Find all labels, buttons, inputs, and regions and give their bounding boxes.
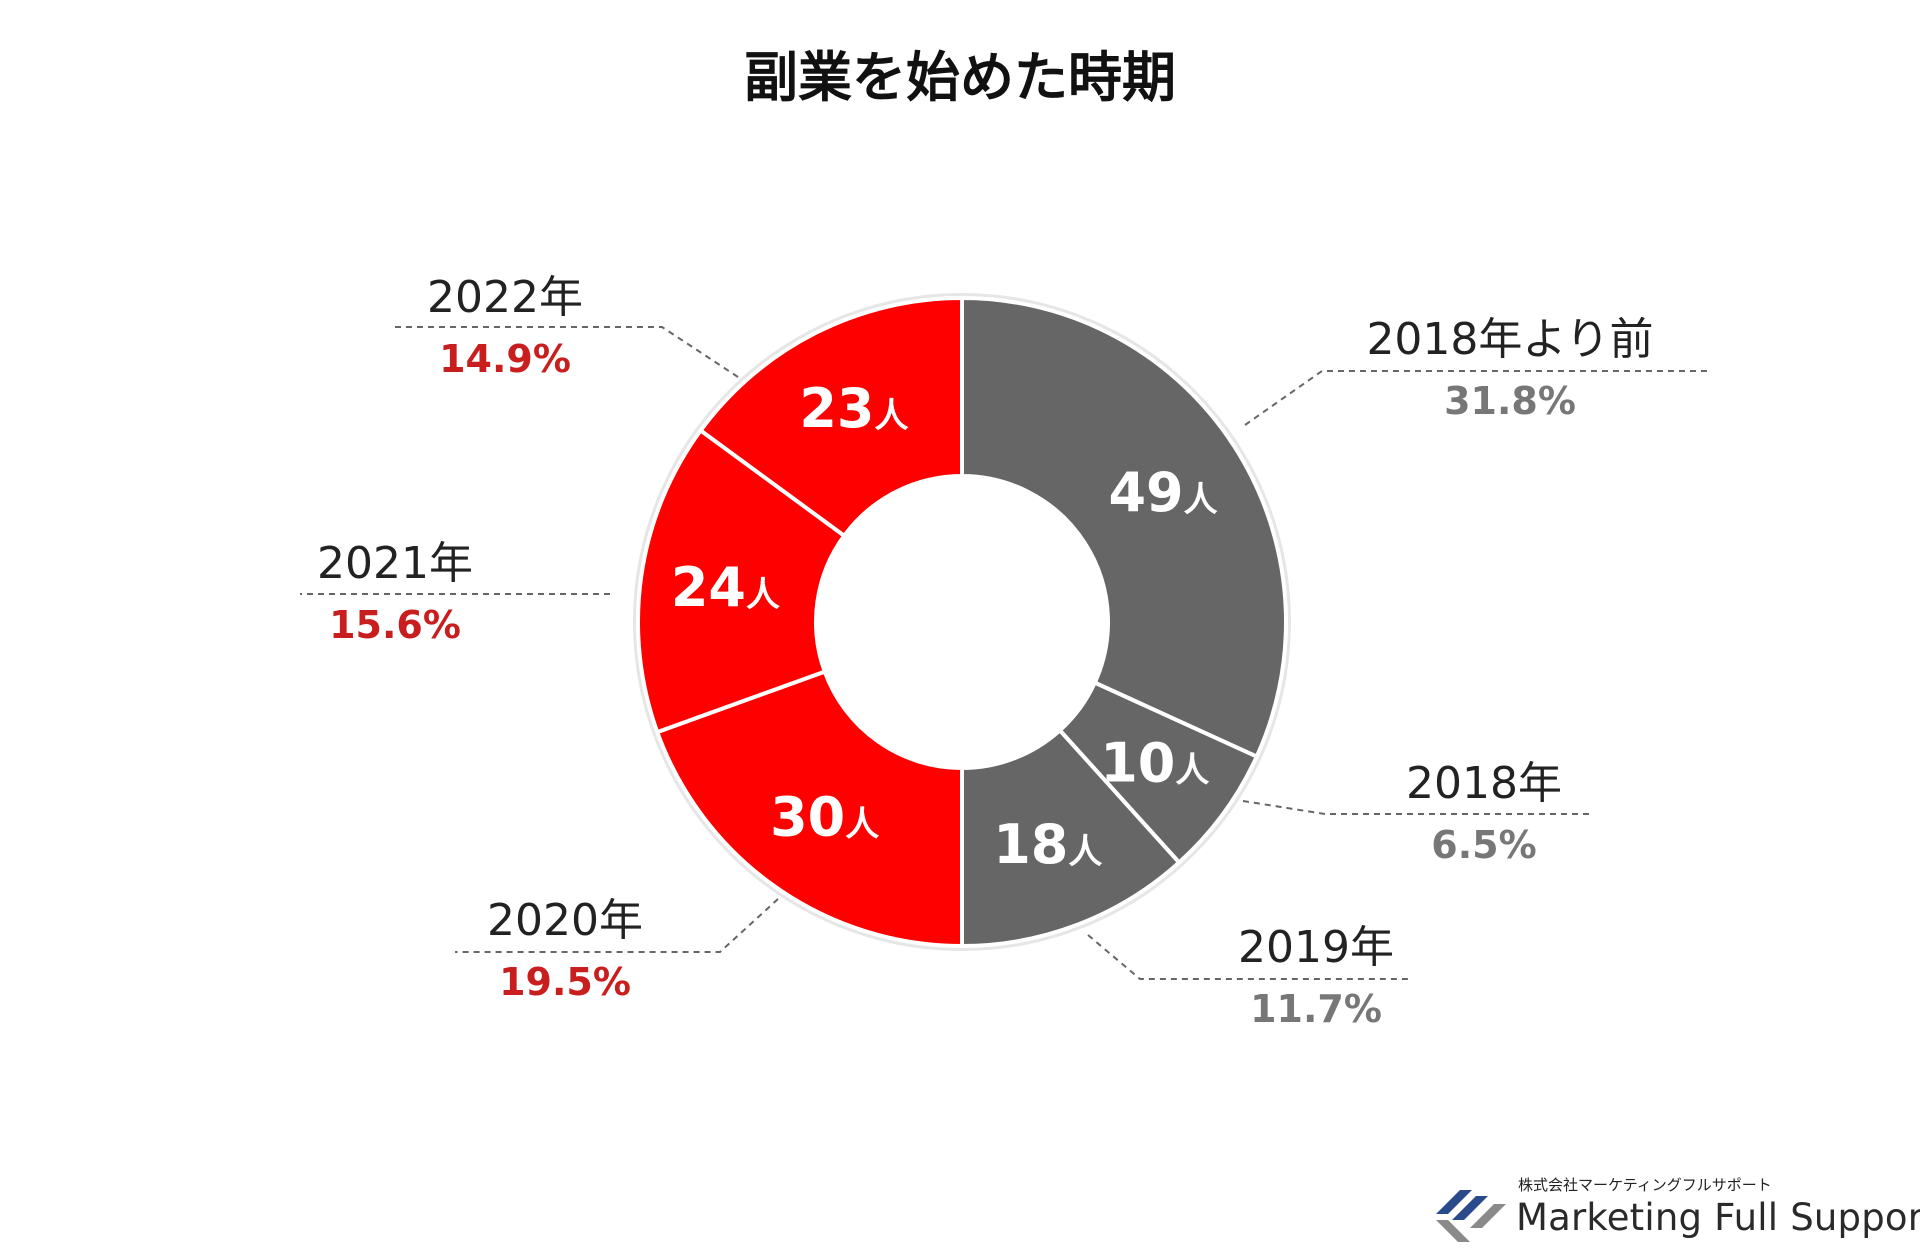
- count-labels-group: 49人 10人 18人 30人 24人 23人: [671, 377, 1218, 876]
- leader-line-5: [395, 326, 739, 378]
- callouts-group: 2018年より前 31.8% 2018年 6.5% 2019年 11.7% 2020年 19.…: [300, 272, 1708, 1031]
- percent-label-0: 31.8%: [1444, 379, 1576, 423]
- brand-footer: 株式会社マーケティングフルサポート Marketing Full Support: [1430, 1170, 1920, 1250]
- brand-company-name: 株式会社マーケティングフルサポート: [1518, 1176, 1772, 1194]
- donut-slice-5: [697, 295, 964, 539]
- leader-line-1: [1242, 800, 1590, 815]
- slices-group: [633, 293, 1291, 951]
- donut-slice-4: [636, 427, 848, 735]
- percent-label-5: 14.9%: [439, 337, 571, 381]
- donut-slice-2: [960, 727, 1182, 949]
- donut-outer-ring: [633, 293, 1291, 951]
- percent-label-2: 11.7%: [1250, 987, 1382, 1031]
- slice-count-label-5: 23人: [799, 377, 908, 440]
- slice-count-label-2: 18人: [993, 813, 1102, 876]
- category-label-1: 2018年: [1406, 758, 1562, 809]
- category-label-4: 2021年: [317, 538, 473, 589]
- leader-line-2: [1087, 934, 1408, 980]
- company-logo-icon: [1436, 1190, 1506, 1242]
- category-label-0: 2018年より前: [1366, 314, 1653, 365]
- slice-count-label-3: 30人: [770, 786, 879, 849]
- category-label-5: 2022年: [427, 272, 583, 323]
- chart-title: 副業を始めた時期: [744, 46, 1176, 109]
- donut-slice-3: [654, 669, 964, 949]
- percent-label-1: 6.5%: [1431, 823, 1536, 867]
- slice-count-label-4: 24人: [671, 556, 780, 619]
- donut-slice-0: [960, 295, 1288, 760]
- slice-count-label-1: 10人: [1100, 731, 1209, 794]
- slice-count-label-0: 49人: [1108, 461, 1217, 524]
- category-label-2: 2019年: [1238, 922, 1394, 973]
- category-label-3: 2020年: [487, 895, 643, 946]
- leader-line-3: [455, 898, 779, 953]
- percent-label-3: 19.5%: [499, 960, 631, 1004]
- percent-label-4: 15.6%: [329, 603, 461, 647]
- brand-name: Marketing Full Support: [1516, 1196, 1920, 1239]
